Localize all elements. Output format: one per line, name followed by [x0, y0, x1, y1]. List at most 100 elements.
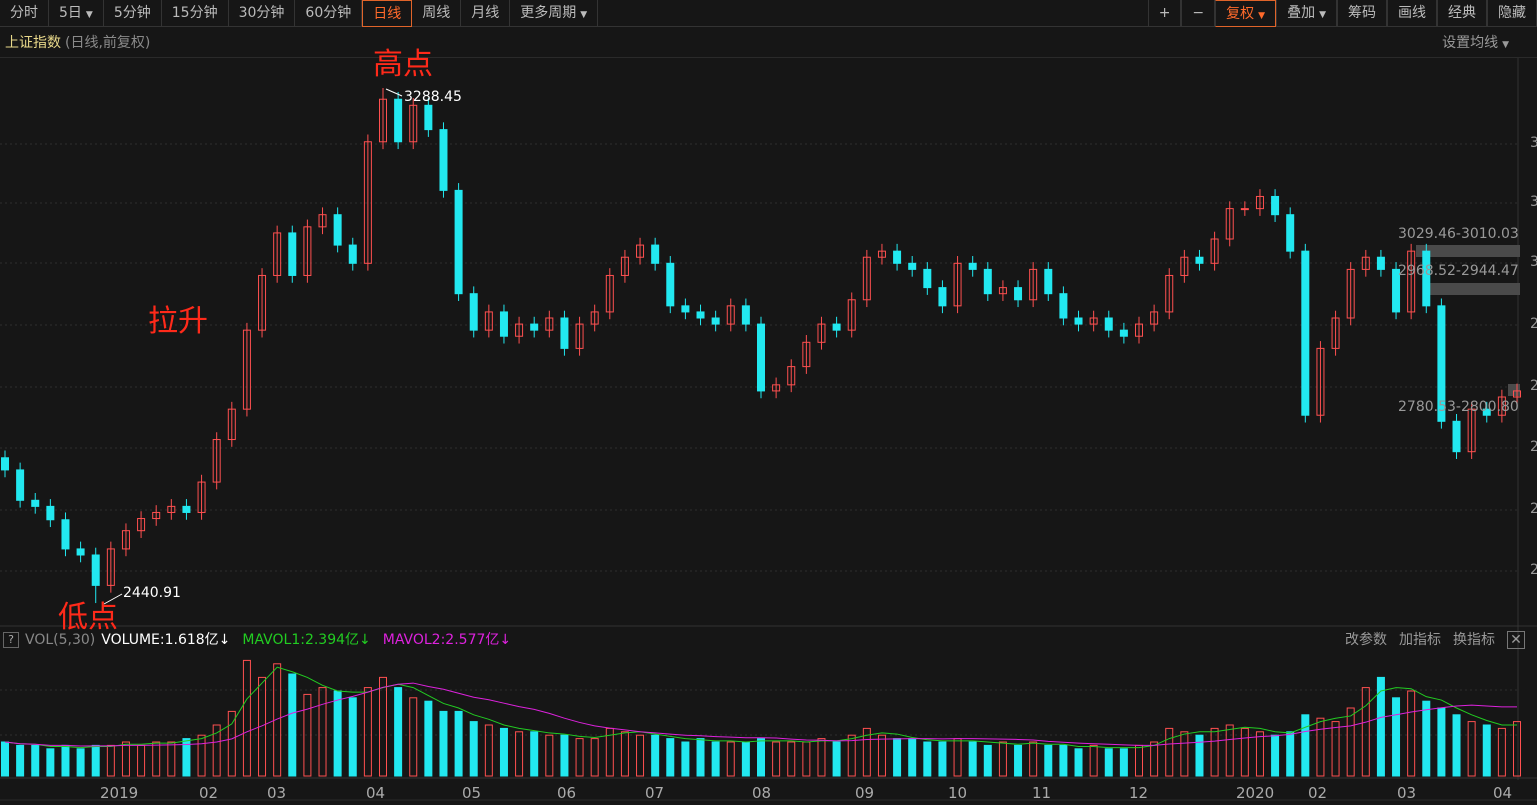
volume-bar [1240, 727, 1249, 777]
switch-indicator-button[interactable]: 换指标 [1453, 632, 1495, 648]
range-label: 2780.53-2800.80 [1398, 399, 1519, 415]
toolbar-button[interactable]: 画线 [1387, 0, 1437, 27]
caret-down-icon: ▼ [1258, 11, 1266, 21]
period-tab[interactable]: 15分钟 [162, 0, 229, 27]
candle-body [817, 323, 826, 343]
chart-title-bar: 上证指数 (日线,前复权) 设置均线 ▼ [0, 28, 1537, 58]
volume-bar [91, 744, 100, 777]
period-label: 日线 [373, 6, 402, 22]
volume-bar [1301, 714, 1310, 777]
candle-body [1135, 323, 1143, 337]
volume-bar [499, 727, 508, 777]
candle-body [1286, 214, 1295, 252]
volume-bar [1346, 707, 1355, 777]
period-tab[interactable]: 5日 ▼ [49, 0, 104, 27]
candle-body [1316, 347, 1325, 416]
volume-bar [787, 741, 796, 777]
candle-body [273, 232, 282, 276]
volume-bar [968, 741, 977, 777]
period-tab[interactable]: 月线 [461, 0, 511, 27]
volume-bar [288, 673, 297, 777]
candle-body [409, 104, 418, 143]
period-tab[interactable]: 更多周期 ▼ [510, 0, 599, 27]
candle-body [847, 299, 856, 331]
add-indicator-button[interactable]: 加指标 [1399, 632, 1441, 648]
price-axis-label: 3 [1530, 135, 1537, 151]
period-tab[interactable]: 周线 [412, 0, 462, 27]
toolbar-button[interactable]: 叠加 ▼ [1276, 0, 1337, 27]
candle-body [137, 518, 146, 532]
caret-down-icon: ▼ [1502, 40, 1509, 50]
volume-bar [651, 734, 660, 777]
price-axis-label: 2 [1530, 439, 1537, 455]
candle-body [469, 293, 478, 331]
candle-body [575, 323, 584, 349]
candle-body [46, 505, 55, 521]
volume-bar [363, 687, 372, 777]
toolbar-button[interactable]: 筹码 [1337, 0, 1387, 27]
volume-bar [182, 738, 191, 777]
candle-body [772, 384, 781, 392]
toolbar-button-label: + [1158, 5, 1171, 21]
toolbar-button[interactable]: − [1181, 0, 1216, 27]
volume-bar [741, 741, 750, 777]
close-icon[interactable]: ✕ [1507, 631, 1525, 649]
candle-body [91, 554, 100, 586]
volume-bar [167, 741, 176, 777]
candle-body [1346, 268, 1355, 319]
candle-body [1467, 408, 1476, 453]
volume-bar [1437, 707, 1446, 777]
candle-body [968, 262, 977, 270]
edit-params-button[interactable]: 改参数 [1345, 632, 1387, 648]
candle-body [953, 262, 962, 307]
toolbar-button[interactable]: 复权 ▼ [1215, 0, 1277, 27]
period-label: 5日 [59, 5, 82, 21]
candle-body [696, 311, 705, 319]
candle-body [1376, 256, 1385, 270]
candle-body [877, 250, 886, 258]
volume-bar [439, 710, 448, 777]
volume-bar [1271, 734, 1280, 777]
caret-down-icon: ▼ [1319, 10, 1326, 20]
volume-bar [1, 741, 9, 777]
volume-bar [545, 734, 554, 777]
candle-body [651, 244, 660, 264]
candle-body [741, 305, 750, 325]
caret-down-icon: ▼ [580, 10, 588, 20]
candle-body [590, 311, 599, 325]
period-label: 15分钟 [171, 5, 218, 21]
period-tab[interactable]: 60分钟 [295, 0, 363, 27]
toolbar-button-label: − [1192, 5, 1205, 21]
volume-bar [273, 663, 282, 777]
candle-body [908, 262, 917, 270]
volume-bar [1059, 744, 1068, 777]
candle-body [182, 505, 191, 513]
high-pointer [385, 88, 403, 97]
candle-body [802, 341, 811, 368]
date-axis-label: 03 [267, 784, 287, 802]
period-tab[interactable]: 30分钟 [229, 0, 296, 27]
help-button[interactable]: ? [3, 632, 19, 648]
toolbar-button[interactable]: + [1147, 0, 1182, 27]
ma-settings-dropdown[interactable]: 设置均线 ▼ [1442, 28, 1509, 60]
volume-bar [757, 738, 765, 777]
period-tab[interactable]: 5分钟 [104, 0, 162, 27]
period-tab[interactable]: 分时 [0, 0, 49, 27]
volume-bar [696, 738, 705, 777]
volume-bar [1286, 731, 1295, 777]
volume-bar [681, 741, 690, 777]
volume-bar [303, 693, 312, 777]
volume-bar [908, 738, 917, 777]
period-tab[interactable]: 日线 [362, 0, 413, 27]
toolbar-button[interactable]: 经典 [1437, 0, 1487, 27]
caret-down-icon: ▼ [85, 10, 93, 20]
candle-body [1165, 274, 1174, 313]
volume-bar [1392, 697, 1401, 777]
volume-bar [1407, 690, 1416, 777]
candle-body [1482, 408, 1491, 416]
candle-body [106, 548, 115, 586]
volume-bar [469, 721, 478, 777]
volume-bar [212, 724, 221, 777]
candle-body [1195, 256, 1204, 264]
